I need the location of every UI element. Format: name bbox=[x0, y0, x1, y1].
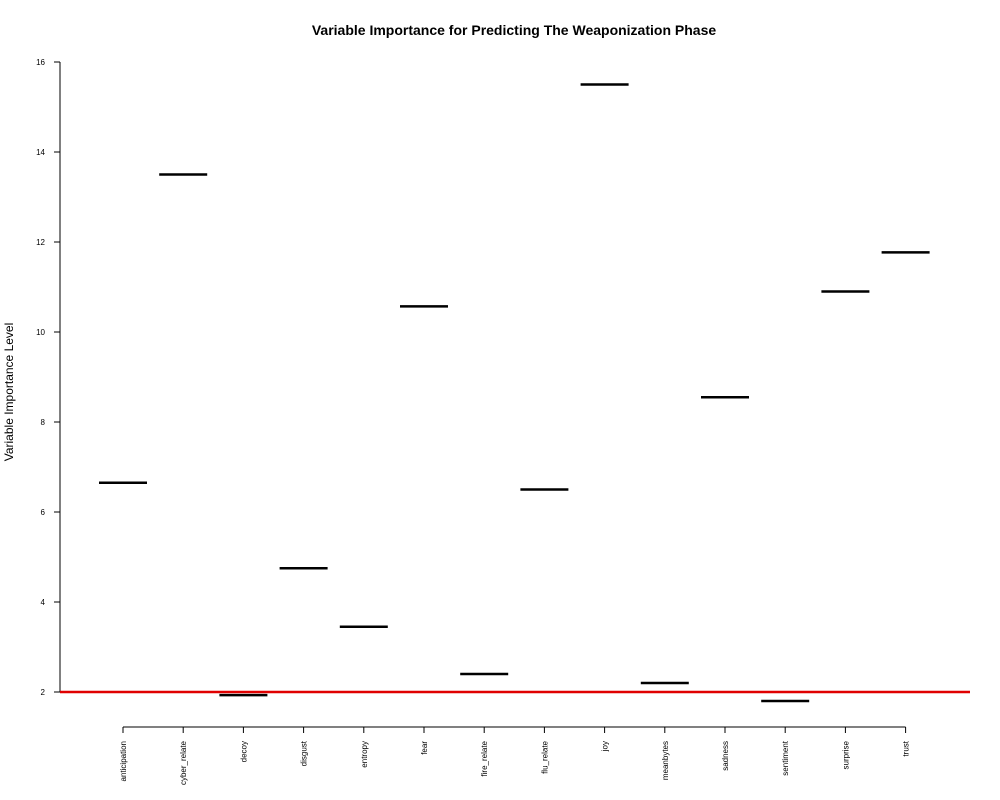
x-tick-label: anticipation bbox=[119, 741, 128, 781]
x-tick-label: flu_relate bbox=[540, 740, 549, 773]
y-tick-label: 4 bbox=[41, 598, 46, 607]
x-tick-label: joy bbox=[601, 741, 610, 752]
x-tick-label: sentiment bbox=[781, 740, 790, 775]
x-tick-label: fear bbox=[420, 741, 429, 755]
x-tick-label: meanbytes bbox=[661, 741, 670, 780]
x-tick-label: entropy bbox=[360, 741, 369, 768]
y-axis: 2 4 6 8 10 12 14 16 bbox=[36, 58, 61, 697]
x-tick-label: sadness bbox=[721, 741, 730, 771]
y-tick-label: 16 bbox=[36, 58, 45, 67]
y-tick-label: 2 bbox=[41, 688, 46, 697]
y-tick-label: 8 bbox=[41, 418, 46, 427]
x-tick-label: fire_relate bbox=[480, 740, 489, 776]
x-tick-label: surprise bbox=[841, 740, 850, 769]
x-tick-label: cyber_relate bbox=[179, 740, 188, 785]
y-tick-label: 6 bbox=[41, 508, 46, 517]
x-tick-label: decoy bbox=[239, 741, 248, 762]
importance-marks bbox=[99, 83, 930, 703]
chart-title: Variable Importance for Predicting The W… bbox=[312, 22, 716, 38]
y-tick-label: 10 bbox=[36, 328, 45, 337]
y-axis-label: Variable Importance Level bbox=[2, 323, 16, 462]
x-tick-label: disgust bbox=[300, 740, 309, 766]
y-tick-label: 12 bbox=[36, 238, 45, 247]
x-tick-label: trust bbox=[902, 740, 911, 756]
y-tick-label: 14 bbox=[36, 148, 45, 157]
x-axis: anticipation cyber_relate decoy disgust entr… bbox=[119, 726, 911, 785]
